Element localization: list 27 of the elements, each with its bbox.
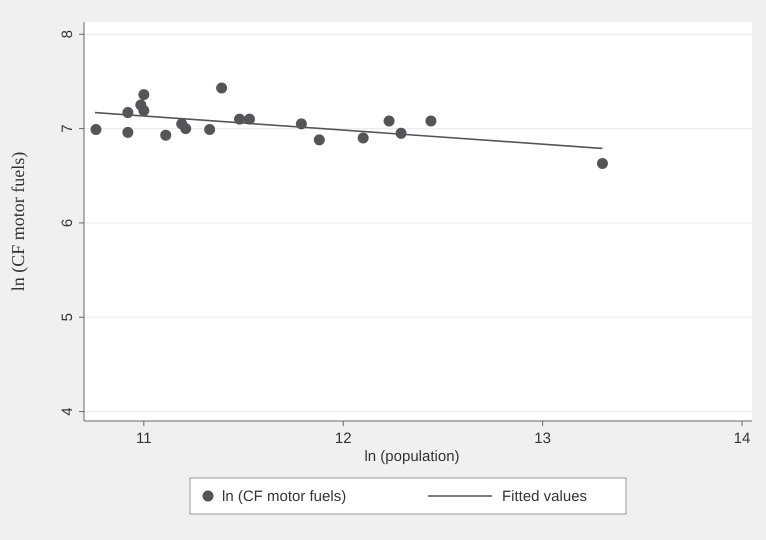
point bbox=[138, 89, 150, 100]
y-axis-title: ln (CF motor fuels) bbox=[8, 152, 28, 292]
point bbox=[180, 123, 192, 134]
x-axis-title: ln (population) bbox=[364, 448, 460, 465]
x-tick-label: 11 bbox=[136, 430, 152, 447]
x-tick-label: 12 bbox=[334, 430, 352, 447]
point bbox=[204, 124, 216, 136]
legend-label: ln (CF motor fuels) bbox=[222, 488, 346, 505]
point bbox=[314, 134, 325, 146]
point bbox=[90, 124, 102, 136]
y-tick-label: 7 bbox=[59, 124, 76, 133]
y-tick-label: 5 bbox=[59, 313, 76, 322]
point bbox=[160, 130, 172, 141]
point bbox=[596, 158, 608, 169]
point bbox=[244, 114, 256, 125]
x-tick-label: 14 bbox=[734, 430, 750, 447]
point bbox=[122, 126, 134, 138]
point bbox=[138, 105, 150, 116]
y-tick-label: 8 bbox=[59, 30, 76, 38]
y-tick-label: 4 bbox=[59, 407, 76, 416]
point bbox=[216, 82, 228, 94]
y-tick-label: 6 bbox=[59, 218, 76, 228]
point bbox=[384, 116, 395, 127]
legend-label: Fitted values bbox=[502, 488, 588, 505]
x-tick-label: 13 bbox=[534, 430, 551, 447]
point bbox=[358, 132, 369, 144]
point bbox=[425, 116, 436, 127]
